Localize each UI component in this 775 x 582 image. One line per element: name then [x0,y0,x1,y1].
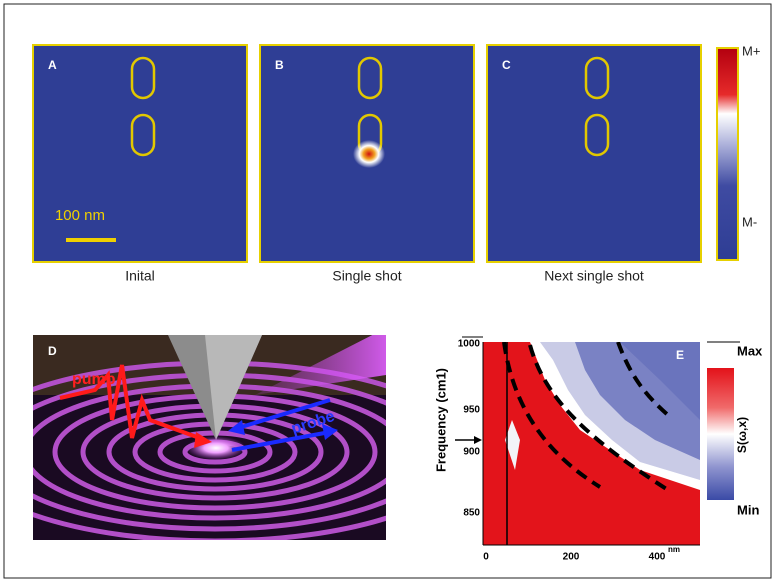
scale-bar [66,238,116,242]
colorbar-max: Max [737,343,763,358]
colorbar [716,47,739,261]
x-tick-label: 200 [563,552,580,563]
panel-a: A 100 nm [32,44,248,263]
caption: Inital [125,268,155,284]
panel-d: D pump probe [33,335,386,540]
panel-label: C [502,58,511,72]
panel-label: D [48,344,57,358]
y-tick-label: 900 [463,447,480,458]
panel-e: E [483,342,700,545]
x-tick-label: 400 [649,552,666,563]
colorbar-max: M+ [742,43,760,58]
colorbar-min: Min [737,502,759,517]
panel-c: C [486,44,702,263]
panel-label: A [48,58,57,72]
arrow [474,436,482,444]
panel-label: B [275,58,284,72]
y-tick-label: 850 [463,508,480,519]
x-tick-label: 0 [483,552,489,563]
caption: Next single shot [544,268,644,284]
caption: Single shot [332,268,401,284]
frame [3,3,772,579]
colorbar-label: S(ω,x) [735,417,749,453]
panel-label: E [676,348,684,362]
y-axis-label: Frequency (cm1) [433,368,448,472]
colorbar-min: M- [742,214,757,229]
x-unit: nm [668,545,680,554]
pump-label: pump [72,371,116,388]
y-tick-label: 1000 [458,339,481,350]
panel-b: B [259,44,475,263]
scale-bar-label: 100 nm [55,207,105,224]
y-tick-label: 950 [463,405,480,416]
colorbar [707,368,734,500]
